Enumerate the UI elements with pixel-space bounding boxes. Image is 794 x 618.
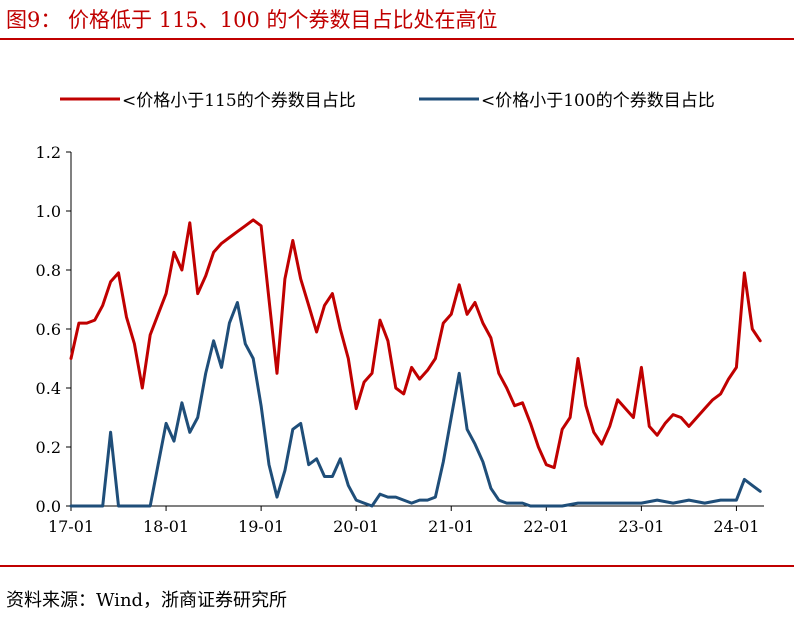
source-note: 资料来源：Wind，浙商证券研究所 (6, 590, 288, 611)
y-tick-label: 0.6 (36, 320, 61, 339)
x-tick-label: 17-01 (48, 517, 94, 536)
y-tick-label: 1.2 (36, 143, 61, 162)
series-line-below-115 (69, 218, 762, 470)
y-tick-label: 0.2 (36, 438, 61, 457)
x-tick-label: 23-01 (618, 517, 664, 536)
footer-divider (0, 565, 794, 567)
line-chart: <价格小于115的个券数目占比 <价格小于100的个券数目占比 0.0 0.2 0.4… (36, 91, 764, 536)
x-tick-label: 22-01 (523, 517, 569, 536)
x-tick-label: 21-01 (428, 517, 474, 536)
x-tick-label: 19-01 (238, 517, 284, 536)
legend-label: <价格小于115的个券数目占比 (122, 91, 356, 111)
x-tick-label: 20-01 (333, 517, 379, 536)
y-tick-label: 0.0 (36, 497, 61, 516)
x-tick-label: 24-01 (713, 517, 759, 536)
figure-title: 图9： 价格低于 115、100 的个券数目占比处在高位 (6, 8, 498, 32)
chart-series (69, 218, 762, 508)
title-divider (0, 38, 794, 40)
y-tick-label: 0.4 (36, 379, 61, 398)
chart-legend: <价格小于115的个券数目占比 <价格小于100的个券数目占比 (60, 91, 715, 111)
legend-label: <价格小于100的个券数目占比 (481, 91, 715, 111)
chart-axes: 0.0 0.2 0.4 0.6 0.8 1.0 1.2 17-01 18-01 19-01 20-0… (36, 143, 764, 536)
x-tick-label: 18-01 (143, 517, 189, 536)
series-line-below-100 (69, 301, 762, 508)
y-tick-label: 1.0 (36, 202, 61, 221)
y-tick-label: 0.8 (36, 261, 61, 280)
